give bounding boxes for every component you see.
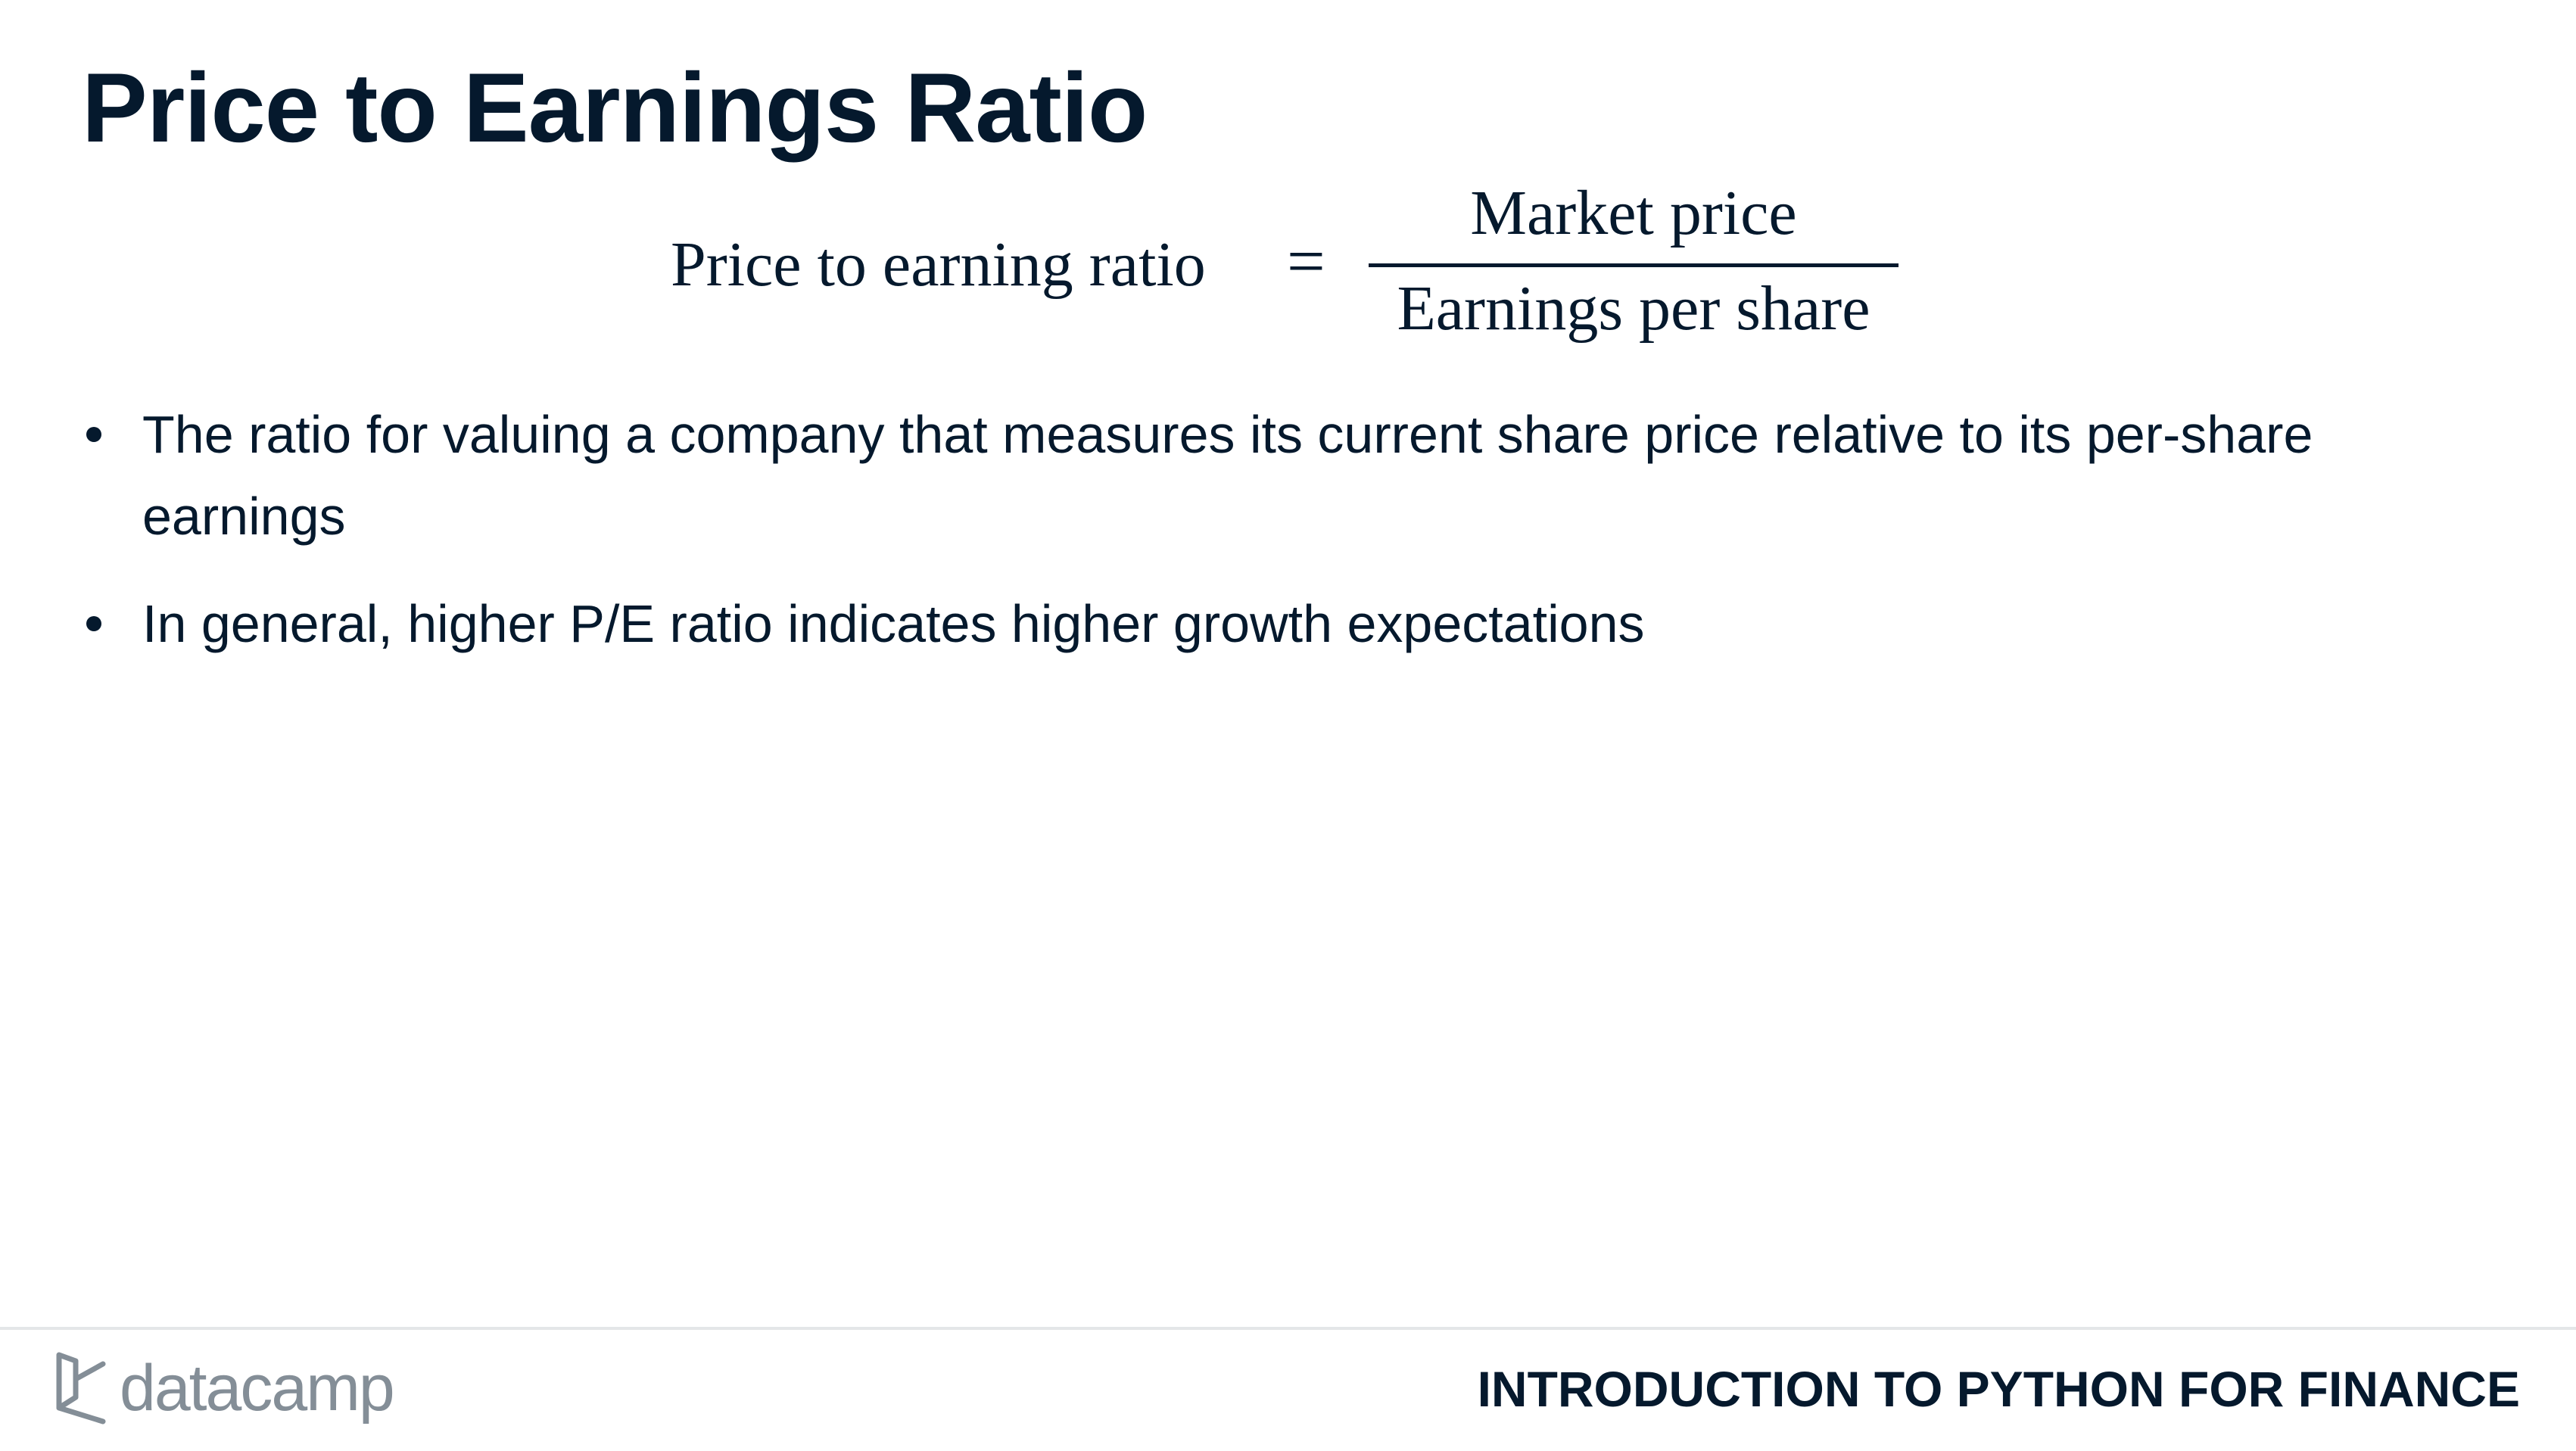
bullet-item: The ratio for valuing a company that mea…: [82, 394, 2413, 557]
bullet-list: The ratio for valuing a company that mea…: [82, 394, 2413, 690]
bullet-item: In general, higher P/E ratio indicates h…: [82, 583, 2413, 665]
bullet-text: In general, higher P/E ratio indicates h…: [142, 594, 1645, 653]
formula-lhs: Price to earning ratio: [671, 229, 1206, 300]
slide-title: Price to Earnings Ratio: [82, 52, 1148, 163]
datacamp-logo-text: datacamp: [120, 1352, 395, 1425]
formula-denominator: Earnings per share: [1397, 273, 1870, 344]
datacamp-logo-icon: [56, 1352, 106, 1425]
footer-divider: [0, 1327, 2576, 1330]
pe-ratio-formula: Price to earning ratio = Market price Ea…: [0, 174, 2576, 348]
course-name: INTRODUCTION TO PYTHON FOR FINANCE: [1477, 1361, 2520, 1417]
datacamp-logo: datacamp: [53, 1350, 395, 1426]
formula-numerator: Market price: [1470, 178, 1797, 248]
formula-equals-sign: =: [1287, 224, 1325, 299]
bullet-dot-icon: [86, 616, 101, 631]
formula-fraction-bar: [1369, 263, 1899, 267]
bullet-text: The ratio for valuing a company that mea…: [142, 405, 2313, 546]
bullet-dot-icon: [86, 427, 101, 442]
